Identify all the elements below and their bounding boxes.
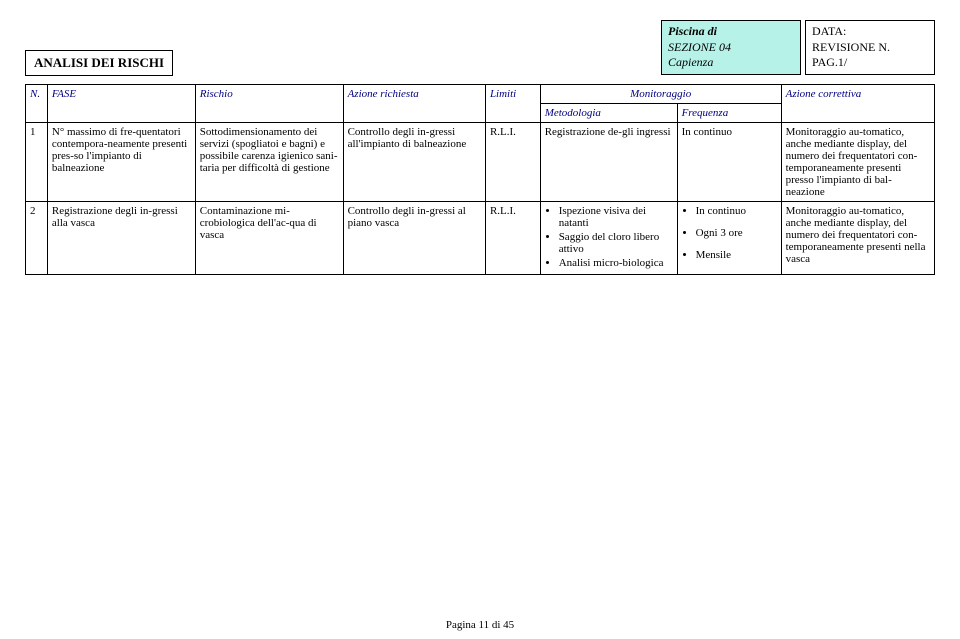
cell-fase: Registrazione degli in-gressi alla vasca: [47, 202, 195, 275]
cell-n: 1: [26, 123, 48, 202]
header-row: ANALISI DEI RISCHI Piscina di SEZIONE 04…: [25, 20, 935, 76]
col-fase: FASE: [47, 85, 195, 123]
facility-line2: SEZIONE 04: [668, 40, 794, 56]
page-footer: Pagina 11 di 45: [0, 619, 960, 631]
cell-azione: Controllo degli in-gressi al piano vasca: [343, 202, 485, 275]
col-limiti: Limiti: [485, 85, 540, 123]
cell-fase: N° massimo di fre-quentatori contempora-…: [47, 123, 195, 202]
facility-line1: Piscina di: [668, 24, 794, 40]
col-n: N.: [26, 85, 48, 123]
head-row-1: N. FASE Rischio Azione richiesta Limiti …: [26, 85, 935, 104]
page-title: ANALISI DEI RISCHI: [34, 55, 164, 70]
list-item: Analisi micro-biologica: [559, 257, 673, 269]
cell-azione: Controllo degli in-gressi all'impianto d…: [343, 123, 485, 202]
table-head: N. FASE Rischio Azione richiesta Limiti …: [26, 85, 935, 123]
list-item: Ogni 3 ore: [696, 227, 777, 239]
cell-metodologia: Ispezione visiva dei natanti Saggio del …: [540, 202, 677, 275]
list-item: Ispezione visiva dei natanti: [559, 205, 673, 229]
meta-line3: PAG.1/: [812, 55, 928, 71]
cell-metodologia: Registrazione de-gli ingressi: [540, 123, 677, 202]
page-title-box: ANALISI DEI RISCHI: [25, 50, 173, 76]
risk-table: N. FASE Rischio Azione richiesta Limiti …: [25, 84, 935, 275]
cell-correttiva: Monitoraggio au-tomatico, anche mediante…: [781, 202, 934, 275]
list-item: Mensile: [696, 249, 777, 261]
table-row: 1 N° massimo di fre-quentatori contempor…: [26, 123, 935, 202]
cell-limiti: R.L.I.: [485, 202, 540, 275]
meta-box: DATA: REVISIONE N. PAG.1/: [805, 20, 935, 75]
meta-line1: DATA:: [812, 24, 928, 40]
col-frequenza: Frequenza: [677, 104, 781, 123]
cell-rischio: Sottodimensionamento dei servizi (spogli…: [195, 123, 343, 202]
cell-rischio: Contaminazione mi-crobiologica dell'ac-q…: [195, 202, 343, 275]
cell-limiti: R.L.I.: [485, 123, 540, 202]
list-item: In continuo: [696, 205, 777, 217]
col-rischio: Rischio: [195, 85, 343, 123]
table-row: 2 Registrazione degli in-gressi alla vas…: [26, 202, 935, 275]
meta-line2: REVISIONE N.: [812, 40, 928, 56]
frequenza-list: In continuo Ogni 3 ore Mensile: [682, 205, 777, 261]
col-metodologia: Metodologia: [540, 104, 677, 123]
cell-frequenza: In continuo: [677, 123, 781, 202]
metodologia-list: Ispezione visiva dei natanti Saggio del …: [545, 205, 673, 269]
col-monitoraggio: Monitoraggio: [540, 85, 781, 104]
col-azione: Azione richiesta: [343, 85, 485, 123]
cell-frequenza: In continuo Ogni 3 ore Mensile: [677, 202, 781, 275]
cell-correttiva: Monitoraggio au-tomatico, anche mediante…: [781, 123, 934, 202]
col-correttiva: Azione correttiva: [781, 85, 934, 123]
table-body: 1 N° massimo di fre-quentatori contempor…: [26, 123, 935, 275]
cell-n: 2: [26, 202, 48, 275]
list-item: Saggio del cloro libero attivo: [559, 231, 673, 255]
facility-line3: Capienza: [668, 55, 794, 71]
facility-box: Piscina di SEZIONE 04 Capienza: [661, 20, 801, 75]
header-right-boxes: Piscina di SEZIONE 04 Capienza DATA: REV…: [661, 20, 935, 75]
